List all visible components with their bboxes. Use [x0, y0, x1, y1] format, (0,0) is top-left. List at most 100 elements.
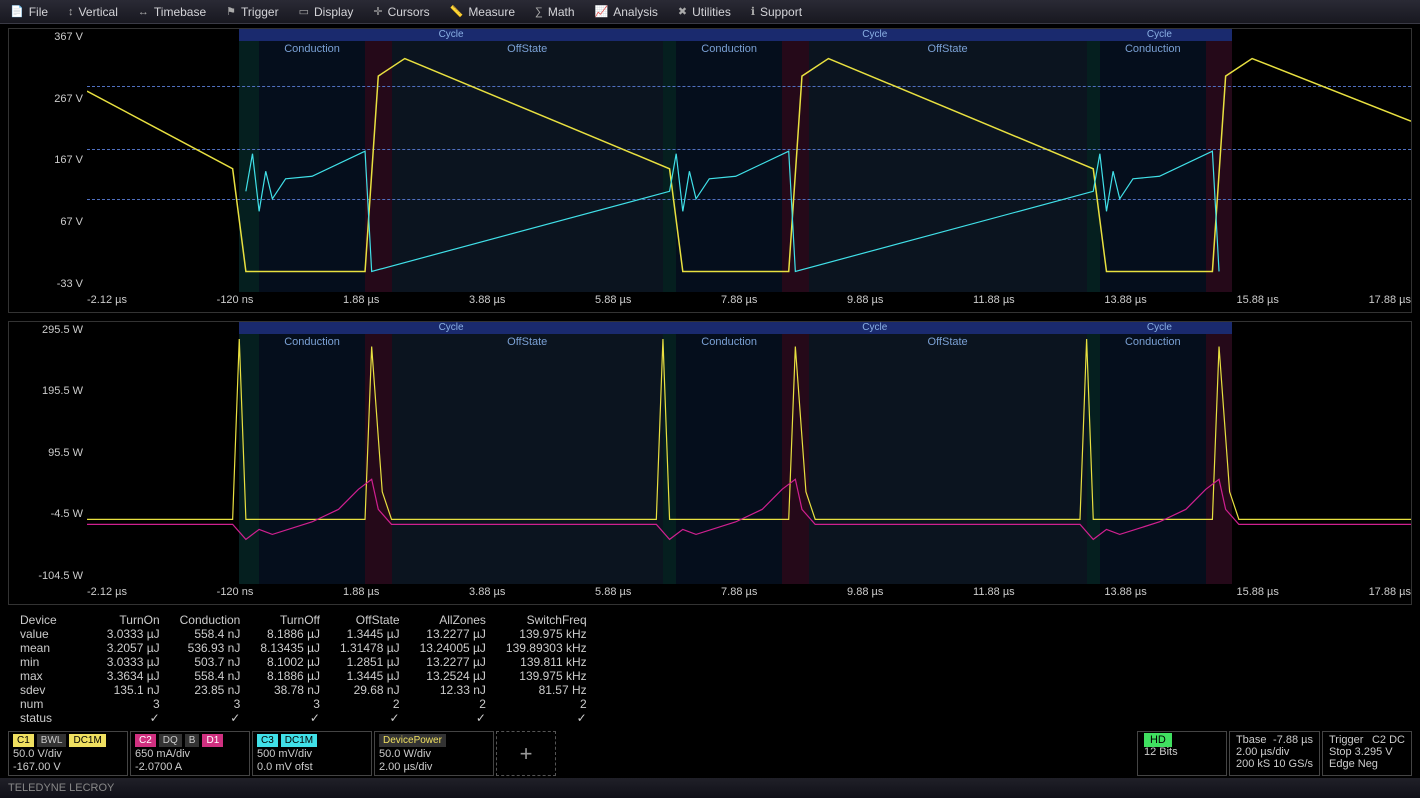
menu-icon: ⚑: [226, 5, 236, 18]
menu-label: Display: [314, 5, 353, 19]
measure-cell: ✓: [97, 711, 170, 725]
x-tick-label: 15.88 µs: [1236, 586, 1278, 602]
status-label: Trigger: [1329, 734, 1363, 746]
menu-support[interactable]: ℹSupport: [751, 5, 802, 19]
x-tick-label: 3.88 µs: [469, 294, 505, 310]
channel-box-C3[interactable]: C3DC1M500 mV/div0.0 mV ofst: [252, 731, 372, 776]
channel-name: C2: [135, 734, 156, 747]
measure-cell: 558.4 nJ: [170, 669, 251, 683]
menu-icon: ✖: [678, 5, 687, 18]
measure-cell: 13.24005 µJ: [410, 641, 496, 655]
waveform-svg: [87, 334, 1411, 585]
x-tick-label: -120 ns: [217, 294, 254, 310]
measure-row-label: sdev: [10, 683, 97, 697]
channel-scale: 50.0 V/div: [13, 748, 123, 760]
measure-cell: 23.85 nJ: [170, 683, 251, 697]
measure-cell: 3: [170, 697, 251, 711]
channel-box-C1[interactable]: C1BWLDC1M50.0 V/div-167.00 V: [8, 731, 128, 776]
status-label: Tbase: [1236, 734, 1267, 746]
channel-box-DevicePower[interactable]: DevicePower50.0 W/div2.00 µs/div: [374, 731, 494, 776]
menu-trigger[interactable]: ⚑Trigger: [226, 5, 278, 19]
measure-cell: ✓: [330, 711, 410, 725]
measure-cell: 13.2524 µJ: [410, 669, 496, 683]
x-tick-label: -120 ns: [217, 586, 254, 602]
menu-icon: ∑: [535, 6, 543, 18]
channel-scale: 650 mA/div: [135, 748, 245, 760]
measure-cell: 1.3445 µJ: [330, 669, 410, 683]
measurement-table: DeviceTurnOnConductionTurnOffOffStateAll…: [0, 609, 1420, 729]
channel-chip: DC1M: [281, 734, 317, 747]
measure-cell: ✓: [250, 711, 330, 725]
y-axis-labels: 367 V267 V167 V67 V-33 V: [9, 29, 87, 292]
menu-display[interactable]: ▭ Display: [299, 5, 354, 19]
measure-cell: 2: [410, 697, 496, 711]
measure-cell: 29.68 nJ: [330, 683, 410, 697]
measure-cell: 81.57 Hz: [496, 683, 597, 697]
measure-cell: 8.1886 µJ: [250, 627, 330, 641]
channel-box-C2[interactable]: C2DQBD1650 mA/div-2.0700 A: [130, 731, 250, 776]
x-tick-label: 15.88 µs: [1236, 294, 1278, 310]
measure-row-label: status: [10, 711, 97, 725]
measure-col-header: SwitchFreq: [496, 613, 597, 627]
trace: [246, 151, 1219, 271]
menu-icon: ▭: [299, 5, 309, 18]
measure-title: Device: [10, 613, 97, 627]
x-tick-label: 1.88 µs: [343, 294, 379, 310]
measure-cell: 3: [250, 697, 330, 711]
measure-row-label: max: [10, 669, 97, 683]
status-box-0[interactable]: HD12 Bits: [1137, 731, 1227, 776]
x-tick-label: 7.88 µs: [721, 586, 757, 602]
menu-icon: ℹ: [751, 5, 755, 18]
menu-timebase[interactable]: ↔Timebase: [138, 5, 206, 19]
graph-voltage[interactable]: 367 V267 V167 V67 V-33 VCycleCycleCycleC…: [8, 28, 1412, 313]
menu-icon: 📏: [450, 5, 464, 18]
channel-offset: 0.0 mV ofst: [257, 761, 367, 773]
menu-icon: 📄: [10, 5, 24, 18]
measure-cell: 8.1002 µJ: [250, 655, 330, 669]
status-value: -7.88 µs: [1273, 734, 1313, 746]
menu-label: Math: [548, 5, 575, 19]
y-tick-label: 95.5 W: [13, 447, 83, 459]
add-channel-button[interactable]: +: [496, 731, 556, 776]
x-tick-label: 7.88 µs: [721, 294, 757, 310]
y-tick-label: 295.5 W: [13, 324, 83, 336]
measure-cell: 3.0333 µJ: [97, 627, 170, 641]
menu-label: Analysis: [613, 5, 658, 19]
measure-col-header: OffState: [330, 613, 410, 627]
x-tick-label: 9.88 µs: [847, 294, 883, 310]
status-box-2[interactable]: TriggerC2 DCStop 3.295 VEdge Neg: [1322, 731, 1412, 776]
menu-utilities[interactable]: ✖Utilities: [678, 5, 731, 19]
plot-area[interactable]: ConductionOffStateConductionOffStateCond…: [87, 41, 1411, 292]
status-value: C2 DC: [1372, 734, 1405, 746]
y-tick-label: 167 V: [13, 154, 83, 166]
measure-cell: 3.0333 µJ: [97, 655, 170, 669]
graph-power[interactable]: 295.5 W195.5 W95.5 W-4.5 W-104.5 W CycleC…: [8, 321, 1412, 606]
menu-measure[interactable]: 📏Measure: [450, 5, 515, 19]
menu-file[interactable]: 📄File: [10, 5, 48, 19]
y-tick-label: 367 V: [13, 31, 83, 43]
menu-icon: ↕: [68, 6, 74, 18]
y-axis-labels: 295.5 W195.5 W95.5 W-4.5 W-104.5 W: [9, 322, 87, 585]
status-line: 12 Bits: [1144, 746, 1220, 758]
channel-offset: -2.0700 A: [135, 761, 245, 773]
cycle-bar: Cycle: [663, 29, 1087, 41]
menu-vertical[interactable]: ↕Vertical: [68, 5, 118, 19]
x-tick-label: 11.88 µs: [973, 586, 1015, 602]
measure-col-header: TurnOn: [97, 613, 170, 627]
status-box-1[interactable]: Tbase-7.88 µs2.00 µs/div200 kS 10 GS/s: [1229, 731, 1320, 776]
y-tick-label: -104.5 W: [13, 570, 83, 582]
menu-math[interactable]: ∑ Math: [535, 5, 575, 19]
channel-offset: -167.00 V: [13, 761, 123, 773]
channel-name: DevicePower: [379, 734, 446, 747]
cycle-bar: Cycle: [1087, 322, 1233, 334]
measure-cell: 38.78 nJ: [250, 683, 330, 697]
measure-cell: 13.2277 µJ: [410, 655, 496, 669]
cycle-bar: Cycle: [1087, 29, 1233, 41]
measure-row-label: num: [10, 697, 97, 711]
menu-analysis[interactable]: 📈Analysis: [595, 5, 658, 19]
x-tick-label: 13.88 µs: [1104, 294, 1146, 310]
measure-col-header: AllZones: [410, 613, 496, 627]
y-tick-label: 67 V: [13, 216, 83, 228]
menu-cursors[interactable]: ✛Cursors: [373, 5, 429, 19]
plot-area[interactable]: ConductionOffStateConductionOffStateCond…: [87, 334, 1411, 585]
